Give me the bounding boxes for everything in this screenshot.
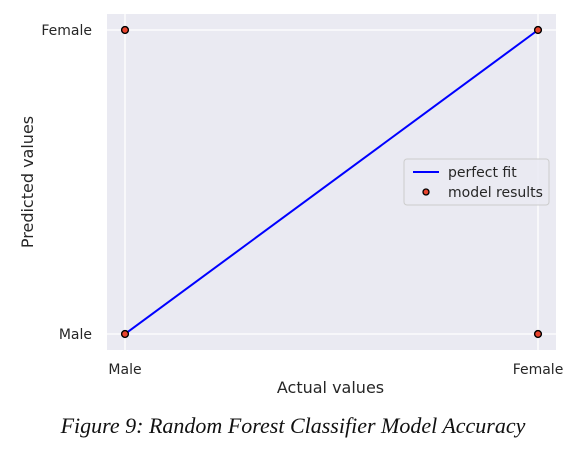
y-axis-label: Predicted values (18, 116, 37, 248)
legend-label-perfect-fit: perfect fit (448, 165, 517, 181)
chart: Male Female Male Female Actual values Predi… (18, 14, 563, 397)
figure-caption: Figure 9: Random Forest Classifier Model… (60, 413, 526, 438)
legend-box (403, 158, 550, 206)
data-point-model-results (120, 329, 130, 339)
x-tick-label: Male (108, 362, 141, 378)
x-axis-label: Actual values (277, 378, 384, 397)
series-group (120, 25, 543, 339)
data-point-model-results (533, 329, 543, 339)
tick-labels: Male Female Male Female (41, 23, 563, 378)
legend-swatch-marker (422, 188, 430, 196)
legend: perfect fit model results (403, 158, 550, 206)
series-line-perfect-fit (124, 29, 539, 335)
legend-label-model-results: model results (448, 185, 543, 201)
x-tick-label: Female (513, 362, 564, 378)
data-point-model-results (120, 25, 130, 35)
y-tick-label: Male (59, 327, 92, 343)
y-tick-label: Female (41, 23, 92, 39)
data-point-model-results (533, 25, 543, 35)
